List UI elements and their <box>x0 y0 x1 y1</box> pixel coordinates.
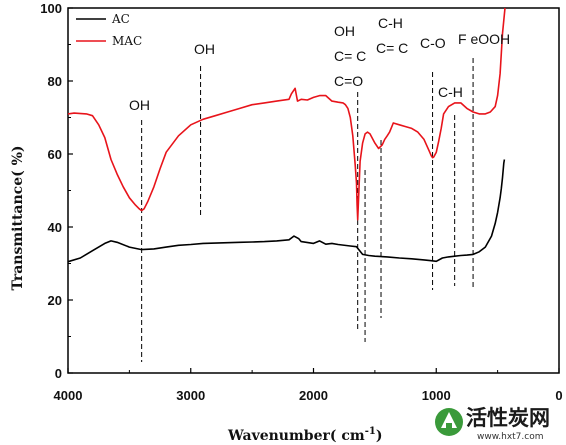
x-axis-title-sup: -1 <box>365 426 376 437</box>
plot-frame <box>67 7 560 374</box>
annotation-ch-1450: C-H <box>378 15 403 31</box>
y-tick-label-60: 60 <box>48 147 62 162</box>
annotation-co-1640: C=O <box>334 73 363 89</box>
series-line-ac <box>67 159 506 263</box>
y-tick-label-40: 40 <box>48 220 62 235</box>
x-tick-label-0: 0 <box>555 388 562 403</box>
x-axis-title: Wavenumber( cm-1) <box>227 426 382 444</box>
annotation-feooh-700: F eOOH <box>458 31 510 47</box>
annotation-oh-2920: OH <box>194 41 215 57</box>
legend-label-ac: AC <box>111 12 130 26</box>
spectra-series <box>67 7 506 263</box>
annotation-oh-1640: OH <box>334 23 355 39</box>
watermark: 活性炭网 www.hxt7.com <box>435 406 550 442</box>
x-axis-title-close: ) <box>376 428 383 444</box>
y-tick-label-0: 0 <box>55 366 62 381</box>
y-tick-label-20: 20 <box>48 293 62 308</box>
y-axis-title: Transmittance( %) <box>10 145 26 290</box>
x-tick-label-4000: 4000 <box>54 388 83 403</box>
axis-ticks: 4000 3000 2000 1000 0 0 20 40 60 80 100 <box>40 1 562 403</box>
watermark-logo-icon <box>435 408 463 436</box>
legend: AC MAC <box>76 12 142 48</box>
watermark-text: 活性炭网 <box>466 406 550 430</box>
x-tick-label-3000: 3000 <box>176 388 205 403</box>
annotation-ch-850: C-H <box>438 84 463 100</box>
x-tick-label-2000: 2000 <box>299 388 328 403</box>
series-line-mac <box>67 7 506 221</box>
y-tick-label-100: 100 <box>40 1 62 16</box>
annotation-oh-3400: OH <box>129 97 150 113</box>
annotation-c-o-1030: C-O <box>420 35 446 51</box>
annotation-cc-1450: C= C <box>376 40 408 56</box>
x-axis-title-main: Wavenumber( cm <box>227 428 365 444</box>
watermark-url: www.hxt7.com <box>477 432 544 442</box>
peak-annotations: OH OH OH C= C C=O C-H C= C C-O C-H F eOO… <box>129 15 510 113</box>
y-tick-label-80: 80 <box>48 74 62 89</box>
x-tick-label-1000: 1000 <box>422 388 451 403</box>
annotation-cc-1640: C= C <box>334 48 366 64</box>
legend-label-mac: MAC <box>112 34 142 48</box>
assignment-guide-lines <box>141 58 474 362</box>
